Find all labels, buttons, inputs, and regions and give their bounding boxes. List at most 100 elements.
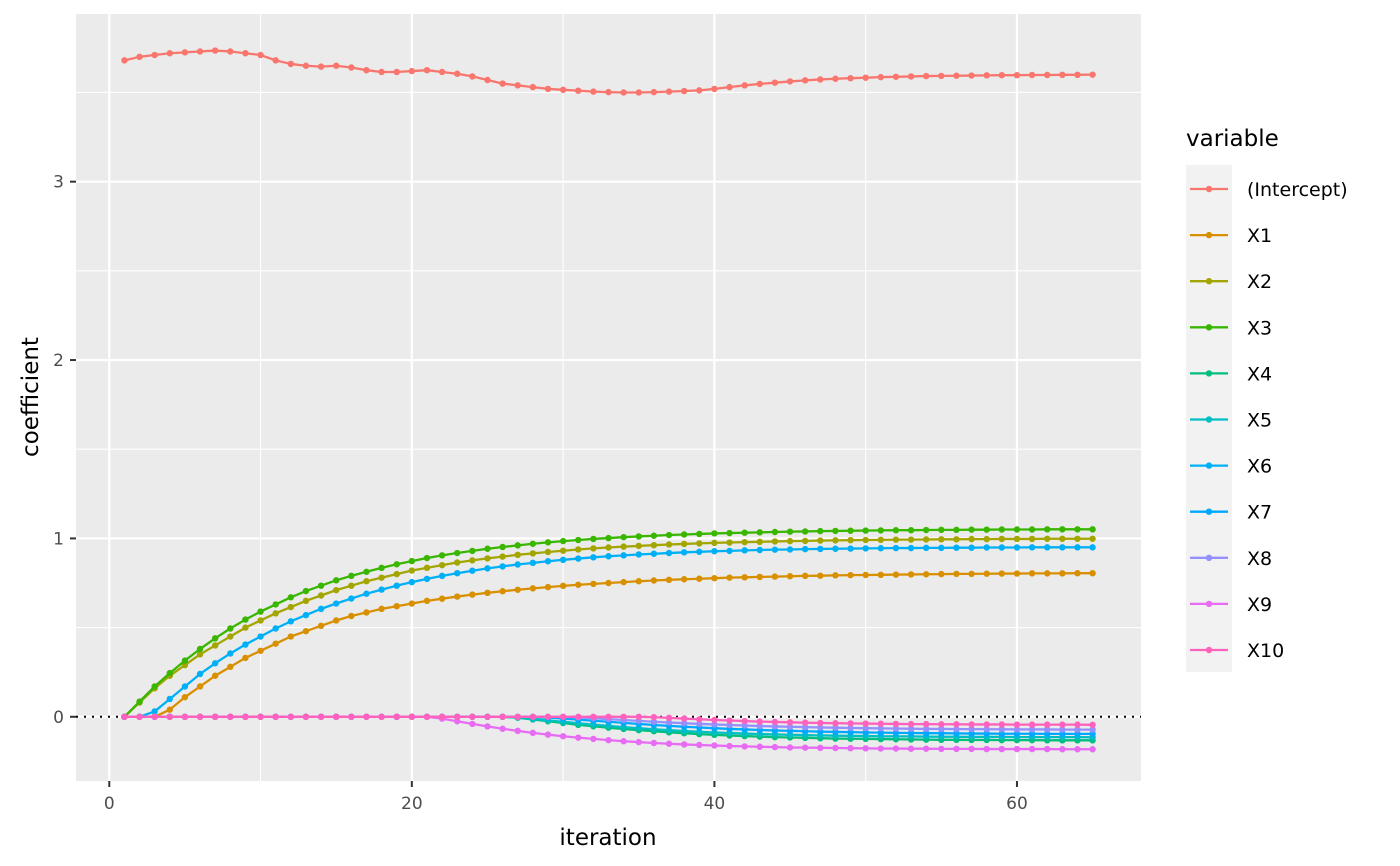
data-point [892, 544, 900, 552]
data-point [1044, 570, 1051, 577]
legend-key-point [1205, 370, 1213, 377]
data-point [1089, 526, 1096, 533]
data-point [635, 533, 642, 540]
data-point [892, 527, 900, 534]
data-point [1013, 544, 1021, 551]
data-point [1089, 570, 1096, 577]
data-point [211, 672, 219, 679]
data-point [1059, 746, 1066, 753]
x-tick-label: 0 [104, 794, 115, 814]
legend-key-point [1205, 554, 1213, 561]
data-point [801, 723, 809, 731]
data-point [756, 546, 763, 554]
data-point [196, 683, 204, 690]
data-point [227, 713, 234, 720]
data-point [817, 572, 824, 579]
data-point [363, 713, 370, 720]
data-point [1074, 535, 1081, 542]
data-point [953, 536, 960, 543]
data-point [756, 538, 763, 545]
data-point [862, 545, 869, 552]
data-point [953, 526, 960, 534]
data-point [938, 526, 945, 534]
data-point [181, 683, 189, 690]
data-point [227, 625, 234, 632]
data-point [711, 742, 718, 749]
data-point [635, 542, 642, 550]
data-point [211, 660, 219, 667]
data-point [333, 577, 340, 584]
data-point [484, 76, 491, 84]
data-point [877, 725, 884, 732]
data-point [348, 612, 355, 620]
data-point [469, 567, 476, 574]
plot-panel [76, 14, 1141, 781]
data-point [559, 86, 567, 94]
data-point [484, 555, 491, 562]
legend-item: X2 [1190, 271, 1272, 293]
data-point [454, 549, 461, 557]
data-point [317, 592, 325, 599]
data-point [771, 743, 779, 751]
data-point [756, 80, 763, 88]
data-point [1089, 544, 1096, 551]
data-point [590, 545, 597, 552]
series-2 [121, 570, 1096, 720]
data-point [953, 544, 960, 551]
data-point [907, 571, 915, 578]
data-point [665, 719, 673, 726]
data-point [680, 741, 688, 748]
data-point [968, 730, 975, 737]
data-point [650, 713, 658, 721]
data-point [1089, 746, 1096, 753]
legend-title: variable [1186, 126, 1279, 152]
data-point [817, 76, 824, 83]
data-point [832, 545, 839, 552]
data-point [151, 683, 158, 690]
data-point [363, 609, 370, 616]
legend-label: X1 [1247, 225, 1272, 247]
data-point [907, 536, 915, 543]
data-point [680, 549, 688, 556]
data-point [121, 713, 128, 720]
data-point [544, 548, 552, 556]
data-point [862, 74, 869, 81]
data-point [1089, 726, 1096, 733]
data-point [1074, 570, 1081, 577]
legend-label: (Intercept) [1247, 179, 1348, 201]
data-point [590, 88, 597, 95]
data-point [998, 71, 1006, 79]
data-point [922, 720, 930, 728]
data-point [832, 724, 839, 731]
data-point [408, 578, 416, 586]
data-point [877, 745, 884, 752]
data-point [1013, 570, 1021, 577]
data-point [968, 745, 975, 753]
data-point [333, 600, 340, 607]
data-point [181, 49, 189, 56]
data-point [968, 725, 975, 733]
data-point [469, 591, 476, 598]
data-point [696, 716, 703, 723]
data-point [166, 50, 173, 57]
data-point [438, 68, 446, 76]
data-point [575, 555, 582, 562]
data-point [998, 726, 1006, 733]
data-point [257, 51, 264, 59]
data-point [907, 720, 915, 728]
data-point [771, 538, 779, 545]
data-point [559, 713, 567, 720]
data-point [862, 725, 869, 732]
data-point [877, 73, 884, 81]
data-point [711, 85, 718, 93]
data-point [544, 85, 552, 93]
data-point [801, 744, 809, 751]
data-point [484, 713, 491, 720]
data-point [650, 88, 658, 96]
data-point [136, 53, 143, 61]
data-point [832, 537, 839, 544]
legend-item: X3 [1190, 317, 1272, 339]
data-point [847, 744, 854, 752]
data-point [786, 744, 794, 751]
data-point [166, 713, 173, 720]
